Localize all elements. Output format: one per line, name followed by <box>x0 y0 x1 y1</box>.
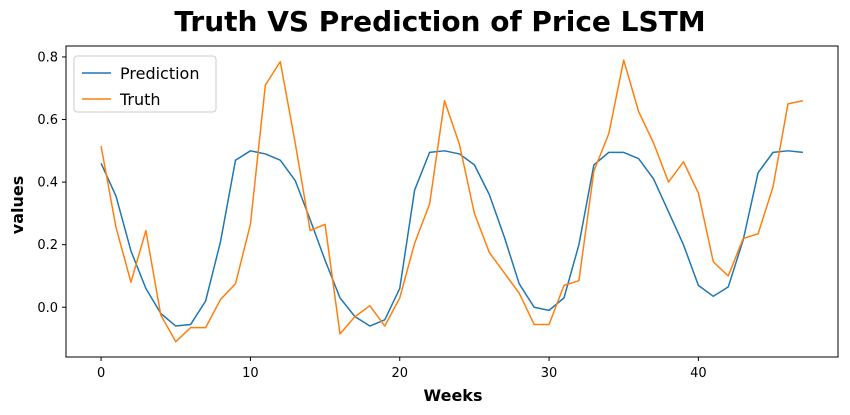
legend-label-truth: Truth <box>119 90 161 109</box>
x-tick-label: 0 <box>97 366 105 381</box>
y-tick-label: 0.2 <box>37 238 58 253</box>
x-tick-label: 20 <box>391 366 408 381</box>
legend-label-prediction: Prediction <box>120 64 199 83</box>
series-line-truth <box>100 59 804 343</box>
axes: 0 10 20 30 40 0.0 0.2 0.4 0.6 0.8 <box>37 45 839 381</box>
y-tick-label: 0.4 <box>37 176 58 191</box>
y-axis-label: values <box>8 176 27 234</box>
series-line-prediction <box>100 150 803 327</box>
y-tick-label: 0.8 <box>37 50 58 65</box>
x-tick-label: 10 <box>242 366 259 381</box>
chart-title: Truth VS Prediction of Price LSTM <box>174 5 705 38</box>
x-axis-label: Weeks <box>424 386 483 405</box>
x-tick-label: 40 <box>690 366 707 381</box>
legend-box <box>73 55 217 113</box>
legend: Prediction Truth <box>73 55 217 113</box>
x-tick-label: 30 <box>541 366 558 381</box>
plot-frame <box>65 45 839 358</box>
plot-area <box>100 59 804 343</box>
y-tick-label: 0.0 <box>37 301 58 316</box>
y-tick-label: 0.6 <box>37 113 58 128</box>
